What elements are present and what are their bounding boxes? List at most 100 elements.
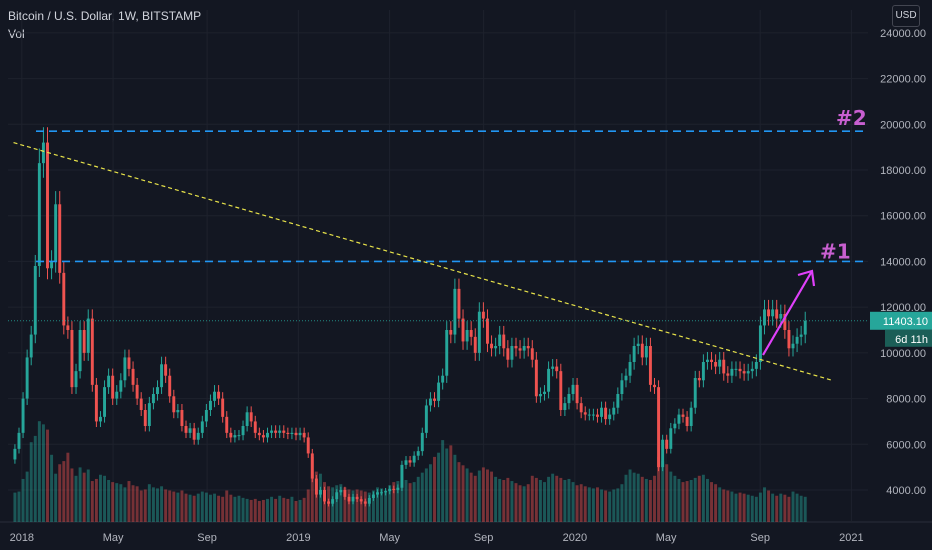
volume-bar [367,492,371,522]
volume-bar [616,488,620,522]
candle [241,426,245,436]
candle [722,359,726,374]
candle [13,448,17,460]
volume-bar [449,445,453,522]
candle [160,364,164,388]
volume-bar [775,495,779,522]
volume-bar [591,488,595,522]
volume-bar [66,452,70,522]
volume-bar [620,484,624,522]
candle [530,348,534,360]
candle [469,330,473,337]
volume-bar [270,496,274,522]
candle [705,359,709,362]
volume-bar [547,476,551,522]
candle [331,499,335,504]
volume-bar [78,467,82,522]
volume-bar [522,486,526,522]
candle [591,414,595,416]
time-tick-label: Sep [750,532,770,544]
candle [726,373,730,376]
candle [127,357,131,369]
volume-bar [624,474,628,522]
candle [486,318,489,344]
candle [367,498,371,504]
volume-bar [123,487,127,522]
volume-bar [221,496,225,522]
candles [13,127,807,507]
volume-bar [750,495,754,522]
candle [575,384,579,404]
candle [412,455,416,463]
volume-bar [567,478,571,522]
volume-bar [318,473,322,522]
candle [274,430,278,433]
currency-button[interactable]: USD [892,5,920,27]
price-tick-label: 6000.00 [886,439,926,451]
time-tick-label: May [103,532,124,544]
price-tick-label: 16000.00 [880,211,926,223]
candle [103,387,107,417]
candle [282,430,286,433]
volume-indicator-label[interactable]: Vol [8,27,25,41]
volume-bar [433,456,436,522]
volume-bar [17,491,21,522]
candle [420,432,424,452]
volume-bar [669,471,673,522]
symbol-title: Bitcoin / U.S. Dollar, 1W, BITSTAMP [8,9,202,23]
volume-bar [396,481,400,522]
time-tick-label: Sep [197,532,217,544]
volume-bar [351,490,355,522]
volume-bar [689,480,693,522]
candle [266,432,269,438]
volume-bar [742,493,746,522]
candle [787,330,791,349]
candle [371,494,375,498]
candle [408,460,412,463]
volume-bar [428,464,432,522]
volume-bar [160,486,164,522]
candle [217,391,221,399]
price-tick-label: 20000.00 [880,119,926,131]
price-axis[interactable]: 24000.00 22000.00 20000.00 18000.00 16000.00… [870,28,932,497]
candle [131,368,135,385]
volume-bar [795,493,799,522]
volume-bar [791,491,795,522]
volume-bar [90,481,94,522]
volume-bar [473,475,477,522]
candle [351,496,355,502]
candle [587,414,591,416]
candle [46,142,49,269]
volume-bar [107,480,111,522]
candle [396,487,400,490]
volume-bar [278,495,282,522]
volume-bar [457,462,461,522]
volume-bar [420,472,424,522]
candle [620,380,624,394]
volume-bar [710,482,713,522]
candle [738,368,742,372]
volume-bar [103,475,107,522]
candle [298,432,302,436]
candle [323,490,326,502]
candle [461,318,465,342]
time-axis[interactable]: 2018 May Sep 2019 May Sep 2020 May Sep 2021 [10,532,864,544]
candle [168,375,172,397]
candle [600,407,604,417]
candle [192,428,196,440]
volume-bar [217,495,221,522]
candle [172,396,176,413]
candle [98,416,102,422]
volume-bar [701,474,705,522]
volume-bar [469,472,473,522]
candle [115,391,119,399]
volume-bar [644,478,648,522]
candle [543,391,546,394]
candle [111,375,115,399]
volume-bar [196,493,200,522]
candle [677,414,681,424]
candle [734,368,738,370]
candle [775,309,779,319]
candle [567,394,571,404]
